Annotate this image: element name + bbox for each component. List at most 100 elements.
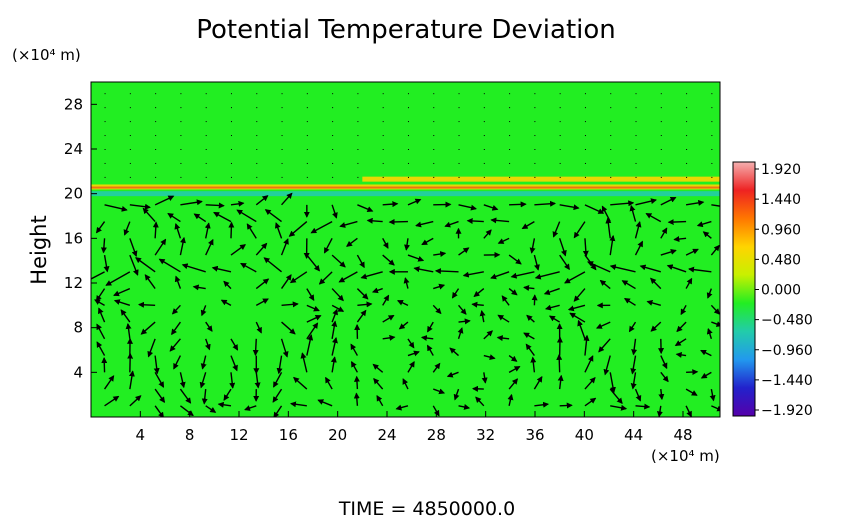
- inversion-core: [91, 186, 720, 189]
- vector-dot: [686, 135, 688, 137]
- vector-dot: [711, 107, 713, 109]
- wind-vector: [711, 204, 720, 207]
- wind-vector: [252, 338, 259, 356]
- vector-dot: [205, 93, 207, 95]
- wind-vector: [179, 372, 186, 389]
- vector-dot: [230, 162, 232, 164]
- vector-dot: [433, 107, 435, 109]
- vector-dot: [256, 121, 258, 123]
- vector-dot: [180, 121, 182, 123]
- wind-vector: [200, 355, 207, 370]
- vector-dot: [155, 149, 157, 150]
- vector-dot: [180, 176, 182, 178]
- wind-vector: [666, 264, 687, 273]
- vector-dot: [382, 149, 384, 150]
- vector-dot: [382, 162, 384, 164]
- wind-vector: [288, 221, 308, 237]
- wind-vector: [685, 248, 699, 256]
- wind-vector: [559, 238, 567, 257]
- vector-dot: [306, 121, 308, 123]
- vector-dot: [205, 135, 207, 137]
- wind-vector: [272, 388, 283, 403]
- vector-dot: [104, 149, 106, 150]
- wind-vector: [339, 220, 358, 228]
- wind-vector: [353, 392, 360, 406]
- vector-dot: [660, 107, 662, 109]
- vector-dot: [509, 135, 511, 137]
- wind-vector: [205, 321, 213, 332]
- vector-dot: [407, 176, 409, 178]
- vector-dot: [433, 176, 435, 178]
- wind-vector: [290, 401, 307, 408]
- vector-dot: [584, 149, 586, 150]
- vector-dot: [104, 176, 106, 178]
- y-tick-label: 4: [73, 363, 83, 381]
- wind-vector: [676, 321, 687, 333]
- wind-vector: [508, 355, 518, 362]
- wind-vector: [105, 271, 131, 286]
- wind-vector: [201, 389, 208, 405]
- wind-vector: [660, 249, 677, 256]
- wind-vector: [135, 257, 156, 273]
- wind-vector: [306, 315, 322, 323]
- vector-dot: [281, 121, 283, 123]
- vector-dot: [711, 93, 713, 95]
- wind-vector: [154, 238, 167, 256]
- wind-vector: [479, 309, 486, 323]
- vector-dot: [180, 107, 182, 109]
- wind-vector: [205, 238, 214, 256]
- wind-vector: [639, 264, 661, 273]
- wind-vector: [432, 304, 442, 315]
- vector-dot: [357, 93, 359, 95]
- vector-dot: [382, 135, 384, 137]
- wind-vector: [372, 363, 384, 373]
- vector-dot: [711, 162, 713, 164]
- vector-dot: [382, 93, 384, 95]
- vector-dot: [559, 93, 561, 95]
- vector-dot: [686, 107, 688, 109]
- y-units-label: (×10⁴ m): [12, 46, 81, 64]
- colorbar-tick-label: 1.920: [761, 162, 801, 178]
- wind-vector: [404, 238, 410, 251]
- wind-vector: [192, 284, 206, 291]
- vector-dot: [635, 176, 637, 178]
- wind-vector: [675, 351, 687, 358]
- vector-dot: [509, 107, 511, 109]
- x-tick-label: 36: [525, 426, 544, 444]
- wind-vector: [246, 223, 257, 239]
- vector-dot: [205, 121, 207, 123]
- wind-vector: [129, 395, 142, 407]
- vector-dot: [559, 107, 561, 109]
- wind-vector: [330, 356, 337, 373]
- vector-dot: [407, 135, 409, 137]
- wind-vector: [628, 321, 637, 333]
- vector-dot: [281, 93, 283, 95]
- vector-dot: [306, 107, 308, 109]
- wind-vector: [273, 405, 283, 417]
- vector-dot: [129, 93, 131, 95]
- vector-dot: [281, 162, 283, 164]
- wind-vector: [508, 365, 521, 373]
- vector-dot: [205, 162, 207, 164]
- vector-dot: [180, 93, 182, 95]
- chart-title: Potential Temperature Deviation: [196, 15, 616, 45]
- vector-dot: [686, 121, 688, 123]
- wind-vector: [621, 280, 636, 290]
- vector-dot: [610, 107, 612, 109]
- wind-vector: [140, 321, 156, 335]
- vector-dot: [483, 135, 485, 137]
- wind-vector: [179, 405, 194, 417]
- wind-vector: [331, 320, 338, 339]
- wind-vector: [154, 195, 175, 206]
- wind-vector: [523, 284, 535, 291]
- wind-vector: [306, 322, 319, 340]
- wind-vector: [710, 304, 720, 315]
- wind-vector: [533, 254, 540, 271]
- x-tick-label: 28: [427, 426, 446, 444]
- wind-vector: [631, 338, 638, 356]
- wind-vector: [598, 338, 611, 353]
- wind-vector: [317, 399, 333, 407]
- wind-vectors: [91, 192, 720, 417]
- x-tick-label: 8: [185, 426, 195, 444]
- wind-vector: [154, 405, 165, 417]
